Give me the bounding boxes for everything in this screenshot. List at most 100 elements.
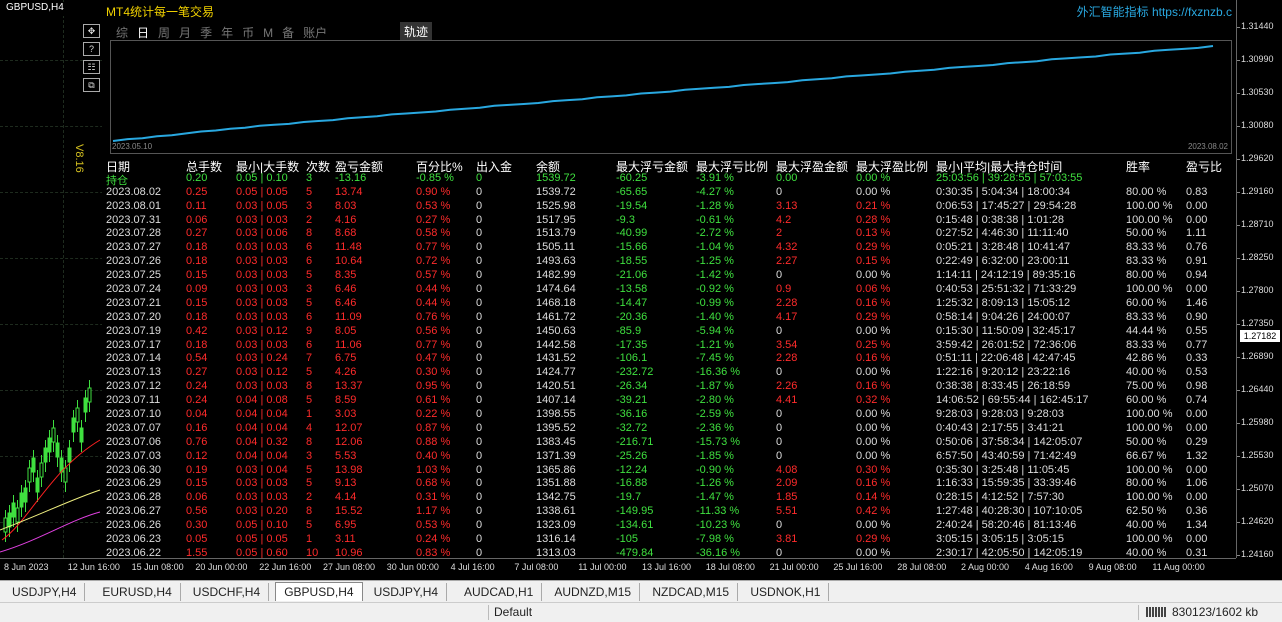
candle — [63, 467, 68, 483]
cell: -17.35 — [616, 338, 648, 351]
table-row: 2023.07.13 0.27 0.03 | 0.12 5 4.26 0.30 % 0 142… — [106, 366, 1236, 380]
cell: 50.00 % — [1126, 435, 1167, 448]
cell: -1.25 % — [696, 255, 734, 268]
chart-tab[interactable]: EURUSD,H4 — [94, 583, 181, 601]
cell: 0 — [476, 546, 483, 558]
cell: 2023.08.02 — [106, 185, 162, 198]
chart-tab[interactable]: USDJPY,H4 — [4, 583, 86, 601]
cell: 3:59:42 | 26:01:52 | 72:36:06 — [936, 338, 1077, 351]
cell: 0:15:48 | 0:38:38 | 1:01:28 — [936, 213, 1065, 226]
cell: 0.98 — [1186, 380, 1208, 393]
cell: 4.14 — [335, 491, 357, 504]
cell: 4.2 — [776, 213, 792, 226]
period-tab[interactable]: 月 — [179, 26, 192, 40]
table-row: 2023.06.27 0.56 0.03 | 0.20 8 15.52 1.17 % 0 13… — [106, 505, 1236, 519]
menu-icon[interactable]: ☷ — [83, 60, 100, 74]
cell: -0.85 % — [416, 171, 454, 184]
cell: 胜率 — [1126, 160, 1151, 174]
cell: 0.03 | 0.05 — [236, 199, 288, 212]
cell: 次数 — [306, 160, 331, 174]
cell: 3.03 — [335, 408, 357, 421]
cell: 最大浮盈金额 — [776, 160, 849, 174]
cell: 0.03 | 0.03 — [236, 241, 288, 254]
table-row: 2023.06.28 0.06 0.03 | 0.03 2 4.14 0.31 % 0 134… — [106, 491, 1236, 505]
cell: 1365.86 — [536, 463, 576, 476]
table-header: 日期 总手数 最小|大手数 次数 盈亏金额 百分比% 出入金 余额 最大浮亏金额 最大浮亏比例 最大… — [106, 158, 1236, 174]
cell: 13.74 — [335, 185, 363, 198]
cell: 1.11 — [1186, 227, 1207, 240]
chart-tab[interactable]: USDNOK,H1 — [742, 583, 830, 601]
period-tab[interactable]: 季 — [200, 26, 213, 40]
period-tab[interactable]: M — [263, 26, 274, 40]
cell: 0.03 | 0.03 — [236, 338, 288, 351]
cell: 0.83 — [1186, 185, 1208, 198]
cell: 百分比% — [416, 160, 463, 174]
cell: 2 — [776, 227, 783, 240]
cell: 8.03 — [335, 199, 357, 212]
period-tab[interactable]: 币 — [242, 26, 255, 40]
cell: 1450.63 — [536, 324, 576, 337]
candle — [67, 447, 72, 463]
cell: 0.53 — [1186, 366, 1208, 379]
time-label: 8 Jun 2023 — [4, 562, 49, 572]
cell: 0.16 — [186, 421, 208, 434]
move-icon[interactable]: ✥ — [83, 24, 100, 38]
cell: 8 — [306, 227, 313, 240]
cell: 4 — [306, 421, 313, 434]
period-tab[interactable]: 年 — [221, 26, 234, 40]
cell: 0 — [476, 310, 483, 323]
time-label: 12 Jun 16:00 — [67, 562, 120, 572]
chart-tab[interactable]: GBPUSD,H4 — [275, 582, 363, 601]
cell: 100.00 % — [1126, 199, 1173, 212]
price-axis[interactable]: 1.31440 1.30990 1.30530 1.30080 1.29620 1.291… — [1236, 0, 1282, 559]
cell: 2023.07.26 — [106, 255, 162, 268]
cell: 2023.07.25 — [106, 269, 162, 282]
cell: 0 — [476, 463, 483, 476]
cell: 6:57:50 | 43:40:59 | 71:42:49 — [936, 449, 1077, 462]
price-label: 1.25530 — [1237, 450, 1274, 460]
chart-tab[interactable]: NZDCAD,M15 — [644, 583, 739, 601]
chart-tab[interactable]: USDJPY,H4 — [366, 583, 448, 601]
cell: 0 — [776, 324, 783, 337]
help-icon[interactable]: ? — [83, 42, 100, 56]
candle — [27, 467, 32, 483]
cell: -60.25 — [616, 171, 648, 184]
cell: 0.18 — [186, 310, 208, 323]
table-row: 2023.07.11 0.24 0.04 | 0.08 5 8.59 0.61 % 0 140… — [106, 394, 1236, 408]
table-row: 2023.07.27 0.18 0.03 | 0.03 6 11.48 0.77 % 0 15… — [106, 241, 1236, 255]
cell: 0 — [476, 338, 483, 351]
cell: 0.30 % — [856, 463, 891, 476]
cell: 0.25 % — [856, 338, 891, 351]
window-icon[interactable]: ⧉ — [83, 78, 100, 92]
cell: 0.15 % — [856, 255, 891, 268]
period-tab[interactable]: 备 — [282, 26, 295, 40]
cell: 0.03 | 0.03 — [236, 491, 288, 504]
cell: 14:06:52 | 69:55:44 | 162:45:17 — [936, 394, 1089, 407]
period-tab[interactable]: 综 — [116, 26, 129, 40]
period-tab[interactable]: 周 — [158, 26, 171, 40]
panel-title: MT4统计每一笔交易 — [106, 5, 215, 19]
cell: 0.00 % — [856, 366, 891, 379]
cell: 12.07 — [335, 421, 363, 434]
chart-tab[interactable]: AUDCAD,H1 — [456, 583, 543, 601]
chart-tab[interactable]: USDCHF,H4 — [185, 583, 270, 601]
chart-tab[interactable]: AUDNZD,M15 — [546, 583, 641, 601]
cell: 2023.07.07 — [106, 421, 162, 434]
cell: -14.47 — [616, 296, 648, 309]
cell: -105 — [616, 533, 639, 546]
cell: 0.90 % — [416, 185, 451, 198]
cell: 0.24 % — [416, 533, 451, 546]
cell: 1517.95 — [536, 213, 576, 226]
price-label: 1.30990 — [1237, 54, 1274, 64]
cell: 3 — [306, 199, 313, 212]
cell: 1:22:16 | 9:20:12 | 23:22:16 — [936, 366, 1071, 379]
cell: 6.95 — [335, 519, 357, 532]
cell: 0.24 — [186, 394, 208, 407]
panel-website[interactable]: 外汇智能指标 https://fxznzb.c — [1076, 5, 1232, 19]
track-button[interactable]: 轨迹 — [400, 22, 433, 41]
period-tab[interactable]: 账户 — [303, 26, 328, 40]
chart-window[interactable]: GBPUSD,H4 V8.16 ✥? ☷ ⧉ MT4统计每一笔交易 外汇智能指标 h… — [0, 0, 1282, 580]
time-axis[interactable]: 8 Jun 2023 12 Jun 16:00 15 Jun 08:00 20 Jun… — [0, 558, 1236, 580]
period-tab[interactable]: 日 — [137, 26, 150, 40]
cell: 5 — [306, 394, 313, 407]
